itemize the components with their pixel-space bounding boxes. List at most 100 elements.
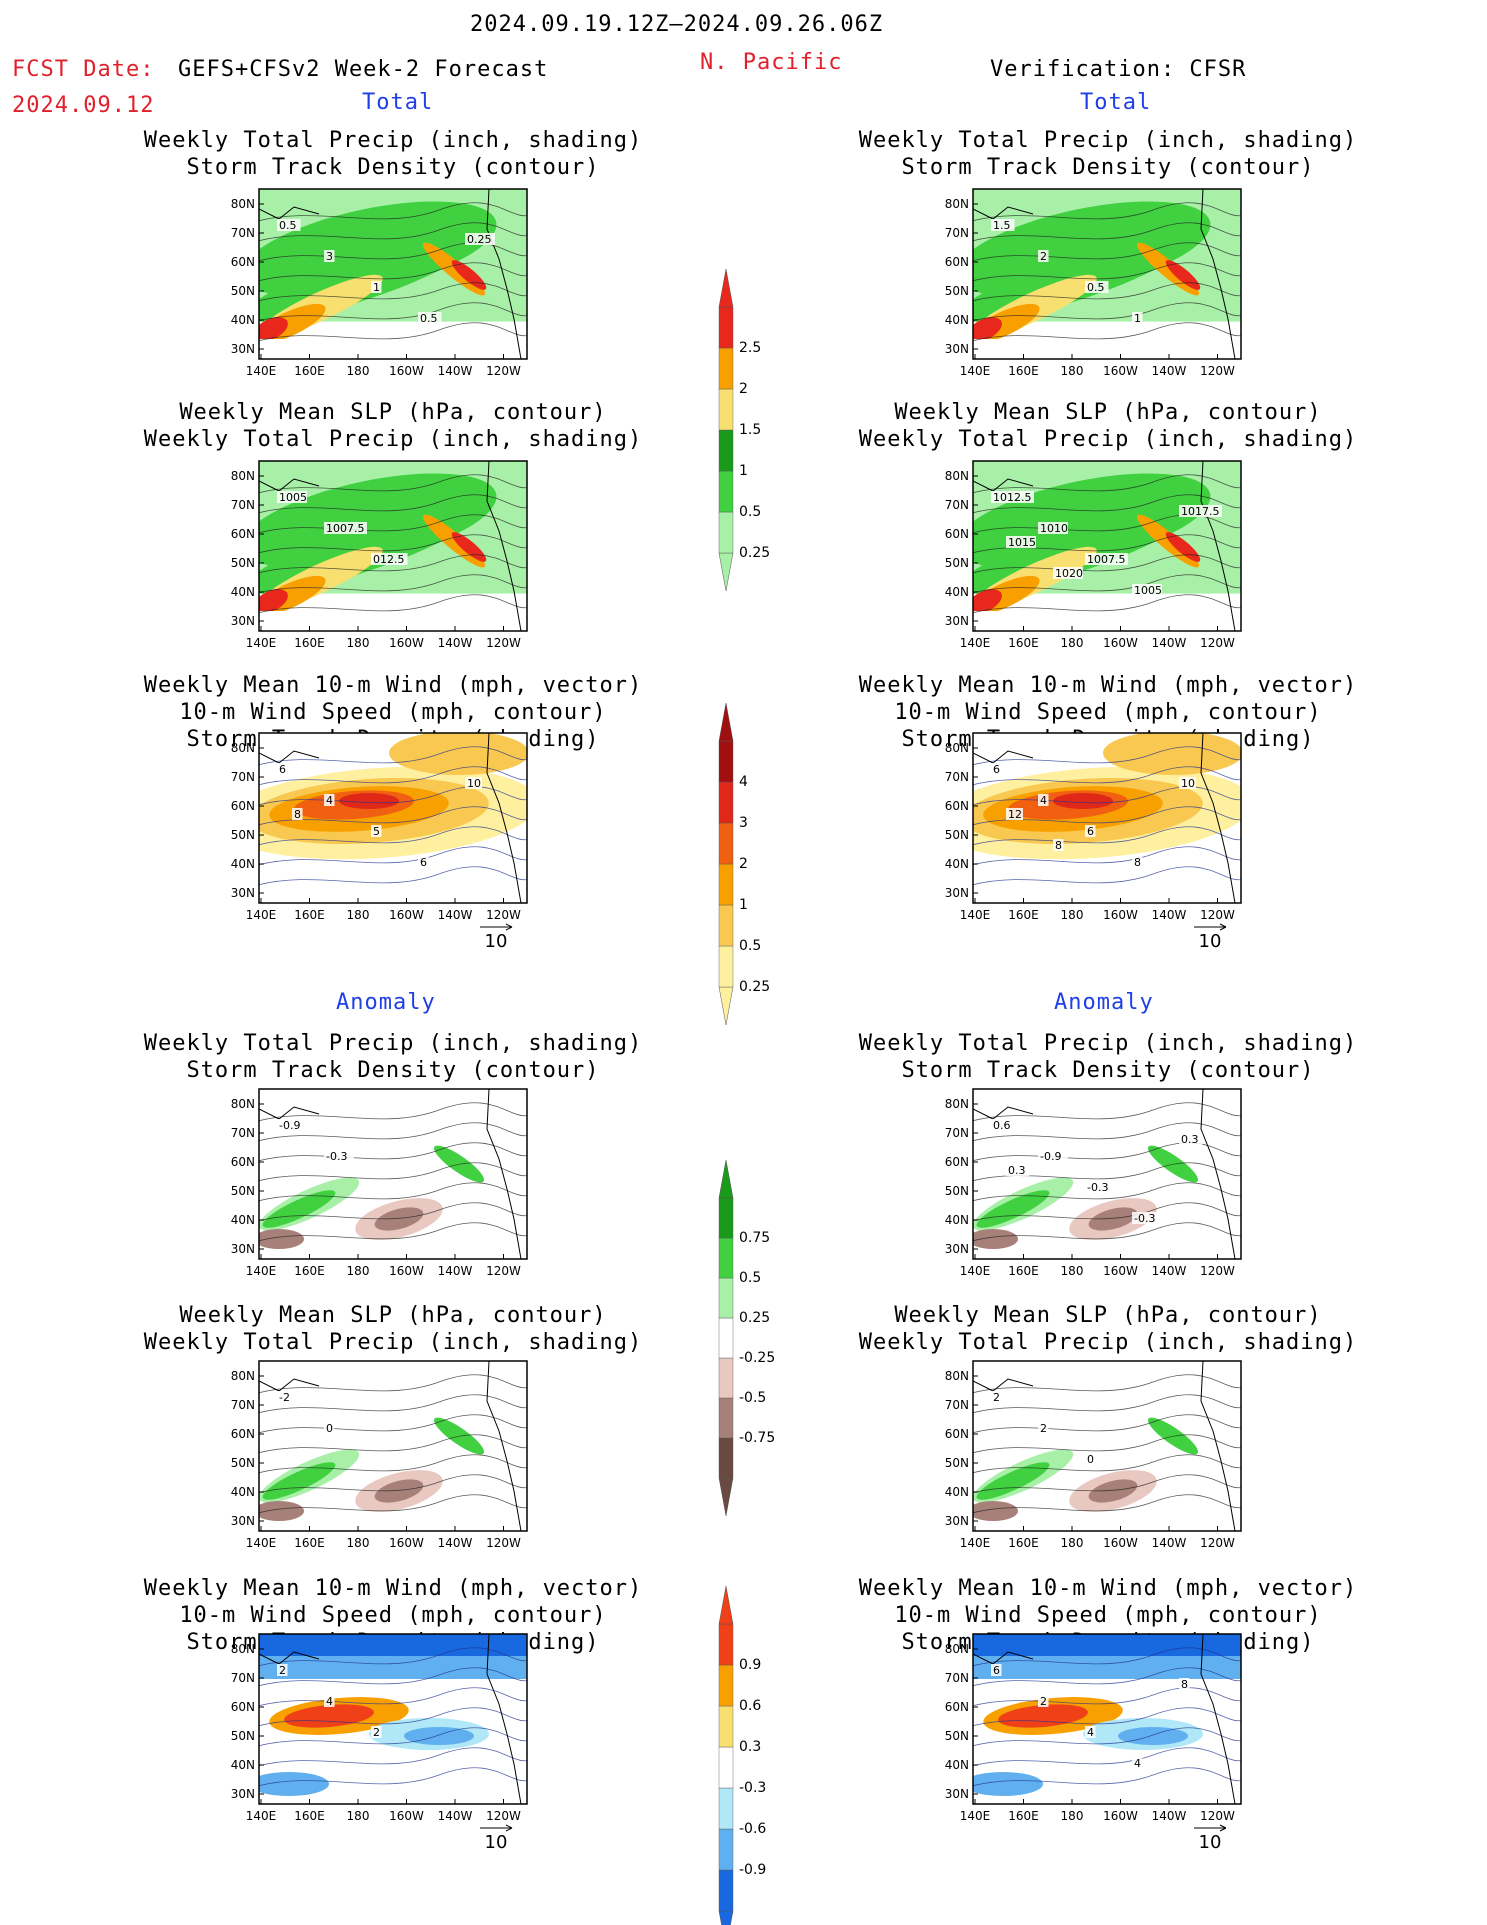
contour-label-bg bbox=[371, 825, 382, 837]
coastline bbox=[973, 1106, 1034, 1120]
region-label: N. Pacific bbox=[700, 50, 843, 75]
map-field bbox=[259, 1634, 527, 1804]
contour-line bbox=[259, 474, 527, 494]
contour-label: -0.3 bbox=[1134, 1212, 1155, 1225]
contour-label: 0.3 bbox=[1181, 1133, 1199, 1146]
contour-label: -0.3 bbox=[1087, 1181, 1108, 1194]
lon-label: 180 bbox=[347, 1536, 370, 1550]
lon-label: 160W bbox=[389, 908, 424, 922]
contour-line bbox=[259, 846, 527, 866]
storm-core bbox=[339, 793, 399, 809]
colorbar-segment bbox=[718, 863, 734, 906]
coastline bbox=[259, 206, 320, 220]
contour-label: 10 bbox=[1181, 777, 1195, 790]
colorbar-segment bbox=[718, 347, 734, 390]
coastline bbox=[486, 461, 522, 631]
lon-label: 180 bbox=[1061, 1809, 1084, 1823]
contour-label: 4 bbox=[1040, 794, 1047, 807]
lon-label: 160E bbox=[294, 1264, 325, 1278]
storm-anom bbox=[404, 1727, 474, 1745]
map-frame bbox=[972, 188, 1242, 360]
lon-label: 180 bbox=[347, 364, 370, 378]
contour-line bbox=[259, 1122, 527, 1142]
contour-line bbox=[259, 1747, 527, 1767]
lat-label: 40N bbox=[945, 313, 969, 327]
storm-band bbox=[1103, 733, 1241, 775]
contour-label-bg bbox=[324, 1695, 335, 1707]
lon-label: 160E bbox=[1008, 1809, 1039, 1823]
contour-line bbox=[259, 1222, 527, 1242]
map-field bbox=[973, 1361, 1241, 1531]
colorbar-segment bbox=[718, 306, 734, 349]
contour-label: 012.5 bbox=[373, 553, 405, 566]
lon-label: 140W bbox=[1152, 1536, 1187, 1550]
lon-label: 180 bbox=[347, 908, 370, 922]
contour-label-bg bbox=[1085, 825, 1096, 837]
lat-label: 40N bbox=[945, 1758, 969, 1772]
contour-line bbox=[973, 766, 1241, 786]
contour-line bbox=[973, 282, 1241, 302]
contour-label-bg bbox=[1038, 522, 1068, 534]
contour-label-bg bbox=[991, 491, 1034, 503]
map-frame bbox=[972, 1633, 1242, 1805]
colorbar-segment bbox=[718, 1705, 734, 1748]
contour-label-bg bbox=[1132, 856, 1143, 868]
contour-label-bg bbox=[292, 808, 303, 820]
precip-dry bbox=[973, 611, 1241, 631]
contour-line bbox=[973, 322, 1241, 342]
contour-label: 4 bbox=[326, 1695, 333, 1708]
title-precip-storm-left: Weekly Total Precip (inch, shading) Storm… bbox=[143, 128, 643, 180]
lat-label: 80N bbox=[231, 469, 255, 483]
lon-label: 120W bbox=[486, 1809, 521, 1823]
contour-label: 1015 bbox=[1008, 536, 1036, 549]
lon-label: 160E bbox=[1008, 364, 1039, 378]
vector-reference: 10 bbox=[1194, 1824, 1227, 1853]
colorbar-label: -0.75 bbox=[739, 1430, 775, 1446]
coastline bbox=[486, 1361, 522, 1531]
section-anomaly-right: Anomaly bbox=[1054, 990, 1154, 1015]
contour-label-bg bbox=[1132, 1212, 1162, 1224]
contour-label-bg bbox=[1085, 1181, 1115, 1193]
lon-label: 140E bbox=[960, 1536, 991, 1550]
contour-label-bg bbox=[1085, 281, 1109, 293]
lon-label: 140W bbox=[1152, 1264, 1187, 1278]
contour-line bbox=[259, 242, 527, 262]
contour-line bbox=[259, 746, 527, 766]
contour-line bbox=[973, 474, 1241, 494]
colorbar-segment bbox=[718, 1746, 734, 1789]
lat-label: 50N bbox=[945, 1184, 969, 1198]
map-frame bbox=[258, 1633, 528, 1805]
storm-anom bbox=[259, 1634, 527, 1656]
lat-label: 80N bbox=[945, 741, 969, 755]
contour-label: -0.9 bbox=[279, 1119, 300, 1132]
colorbar-label: 0.75 bbox=[739, 1230, 770, 1246]
contour-line bbox=[259, 826, 527, 846]
colorbar-head bbox=[718, 1585, 734, 1625]
lat-label: 30N bbox=[945, 1514, 969, 1528]
lat-label: 80N bbox=[945, 469, 969, 483]
contour-line bbox=[259, 222, 527, 242]
map-frame bbox=[972, 1088, 1242, 1260]
precip-dry bbox=[973, 339, 1241, 359]
precip-anom bbox=[1088, 1207, 1138, 1231]
lat-label: 60N bbox=[231, 527, 255, 541]
map-frame bbox=[258, 732, 528, 904]
colorbar-tail bbox=[718, 986, 734, 1026]
lat-label: 50N bbox=[231, 828, 255, 842]
lon-label: 160W bbox=[389, 1264, 424, 1278]
contour-line bbox=[973, 1102, 1241, 1122]
lon-label: 140W bbox=[438, 1809, 473, 1823]
colorbar-label: 0.9 bbox=[739, 1657, 761, 1673]
colorbar-label: 2 bbox=[739, 856, 748, 872]
contour-label: 6 bbox=[279, 763, 286, 776]
contour-line bbox=[973, 1142, 1241, 1162]
coastline bbox=[973, 1378, 1034, 1392]
lat-label: 30N bbox=[945, 614, 969, 628]
contour-line bbox=[973, 1414, 1241, 1434]
contour-line bbox=[259, 1667, 527, 1687]
map-field bbox=[973, 461, 1241, 631]
contour-label: 0 bbox=[1087, 1453, 1094, 1466]
colorbar-segment bbox=[718, 781, 734, 824]
contour-line bbox=[973, 786, 1241, 806]
colorbar-segment bbox=[718, 945, 734, 988]
